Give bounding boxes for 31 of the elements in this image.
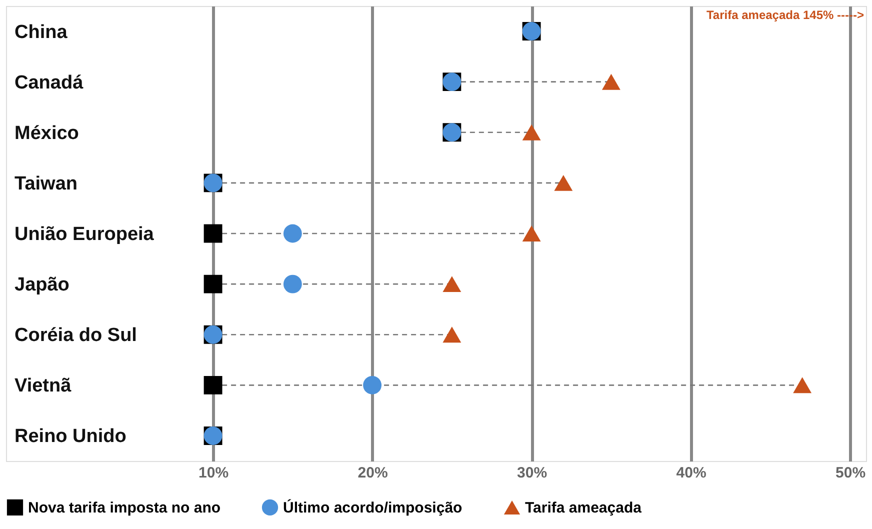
y-tick-label: Taiwan (14, 173, 78, 194)
y-tick-label: Canadá (14, 72, 84, 94)
x-tick-label: 10% (198, 464, 229, 482)
legend-label: Tarifa ameaçada (525, 500, 642, 516)
legend-label: Último acordo/imposição (283, 498, 462, 516)
point (363, 376, 382, 394)
point (442, 326, 462, 343)
y-tick-label: Reino Unido (14, 426, 126, 448)
point (522, 226, 541, 242)
point (793, 377, 812, 394)
y-tick-label: Vietnã (14, 376, 72, 397)
x-tick-label: 30% (517, 464, 548, 482)
y-tick-label: Coréia do Sul (14, 325, 137, 346)
y-tick-label: México (14, 122, 79, 144)
y-tick-label: China (14, 22, 68, 43)
y-tick-label: Japão (14, 274, 70, 296)
x-tick-label: 20% (358, 464, 388, 482)
legend-label: Nova tarifa imposta no ano (28, 499, 221, 516)
annotation: Tarifa ameaçada 145% -----> (706, 8, 864, 22)
point (554, 174, 573, 191)
point (442, 276, 462, 292)
point (522, 124, 541, 140)
point (283, 224, 302, 243)
point (204, 274, 222, 294)
x-tick-label: 50% (836, 464, 866, 482)
point (204, 224, 222, 243)
x-tick-label: 40% (676, 464, 706, 482)
point (283, 274, 302, 294)
y-tick-label: União Europeia (14, 224, 154, 245)
point (602, 74, 620, 90)
point (204, 376, 222, 394)
